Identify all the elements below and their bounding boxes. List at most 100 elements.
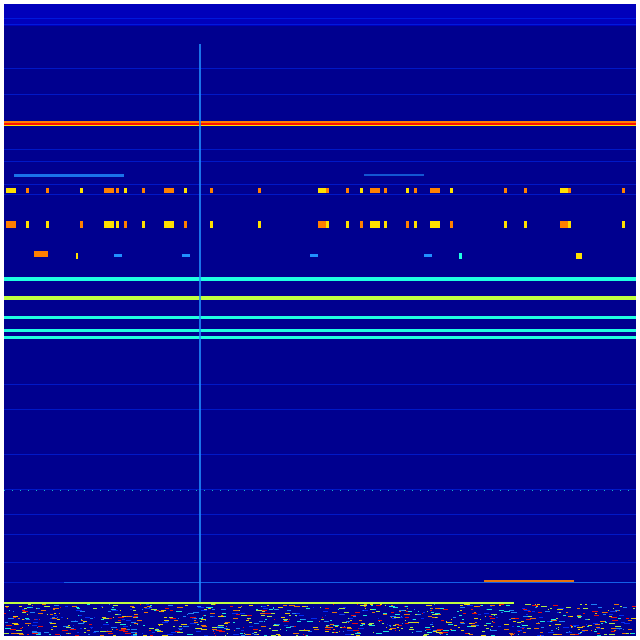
noise [489,616,492,617]
noise [205,620,206,621]
noise [611,631,615,632]
noise [155,630,161,631]
faint-line [4,409,636,410]
dot [172,490,173,491]
noise [131,622,136,623]
noise [254,623,259,624]
noise [106,631,112,632]
noise [226,626,227,627]
dot [508,490,509,491]
burst [164,188,174,193]
dot [212,490,213,491]
noise [339,614,345,615]
noise [557,609,563,610]
noise [540,635,541,636]
noise [62,630,68,631]
noise [615,626,621,627]
noise [362,610,368,611]
noise [350,620,352,621]
noise [535,604,536,605]
noise [215,635,216,636]
noise [551,630,553,631]
noise [451,630,456,631]
noise [405,623,409,624]
noise [261,606,262,607]
noise [355,633,361,634]
noise [347,628,352,629]
burst [46,188,49,193]
noise [460,610,462,611]
noise [214,633,215,634]
noise [339,631,340,632]
noise [6,625,12,626]
noise [339,608,345,609]
noise [566,632,568,633]
top-band [4,4,636,26]
dot [268,490,269,491]
noise [102,607,103,608]
noise [101,627,102,628]
noise [385,605,386,606]
noise [32,631,37,632]
noise [486,628,489,629]
noise [504,629,509,630]
noise [32,632,36,633]
dot [164,490,165,491]
noise [256,610,262,611]
noise [44,632,49,633]
streak [364,174,424,176]
noise [101,606,103,607]
noise [623,607,627,608]
noise [548,609,549,610]
dot [196,490,197,491]
noise [162,622,168,623]
noise [122,619,125,620]
burst [524,221,527,228]
noise [349,618,353,619]
dot [348,490,349,491]
noise [198,607,204,608]
burst [46,221,49,228]
noise [106,622,108,623]
noise [76,610,82,611]
noise [192,618,194,619]
noise [499,610,504,611]
noise [306,635,308,636]
noise [13,616,18,617]
noise [353,630,359,631]
noise [165,608,169,609]
noise [80,611,85,612]
noise [364,604,367,605]
noise [518,631,520,632]
noise [464,604,470,605]
noise [391,617,392,618]
noise [53,609,55,610]
burst [622,221,625,228]
noise [475,622,477,623]
noise [22,609,25,610]
noise [164,620,169,621]
dot [524,490,525,491]
noise [511,612,517,613]
noise [471,625,476,626]
noise [137,624,138,625]
noise [84,628,86,629]
burst [80,188,83,193]
noise [498,626,501,627]
noise [283,621,289,622]
noise [78,623,84,624]
noise [613,608,614,609]
noise [474,612,476,613]
noise [598,607,602,608]
noise [6,607,8,608]
noise [333,604,334,605]
noise [480,619,481,620]
noise [346,621,350,622]
burst [414,221,417,228]
band-yellow [4,125,636,126]
noise [212,629,217,630]
burst [6,221,16,228]
noise [307,621,313,622]
noise [446,622,452,623]
noise [302,606,308,607]
